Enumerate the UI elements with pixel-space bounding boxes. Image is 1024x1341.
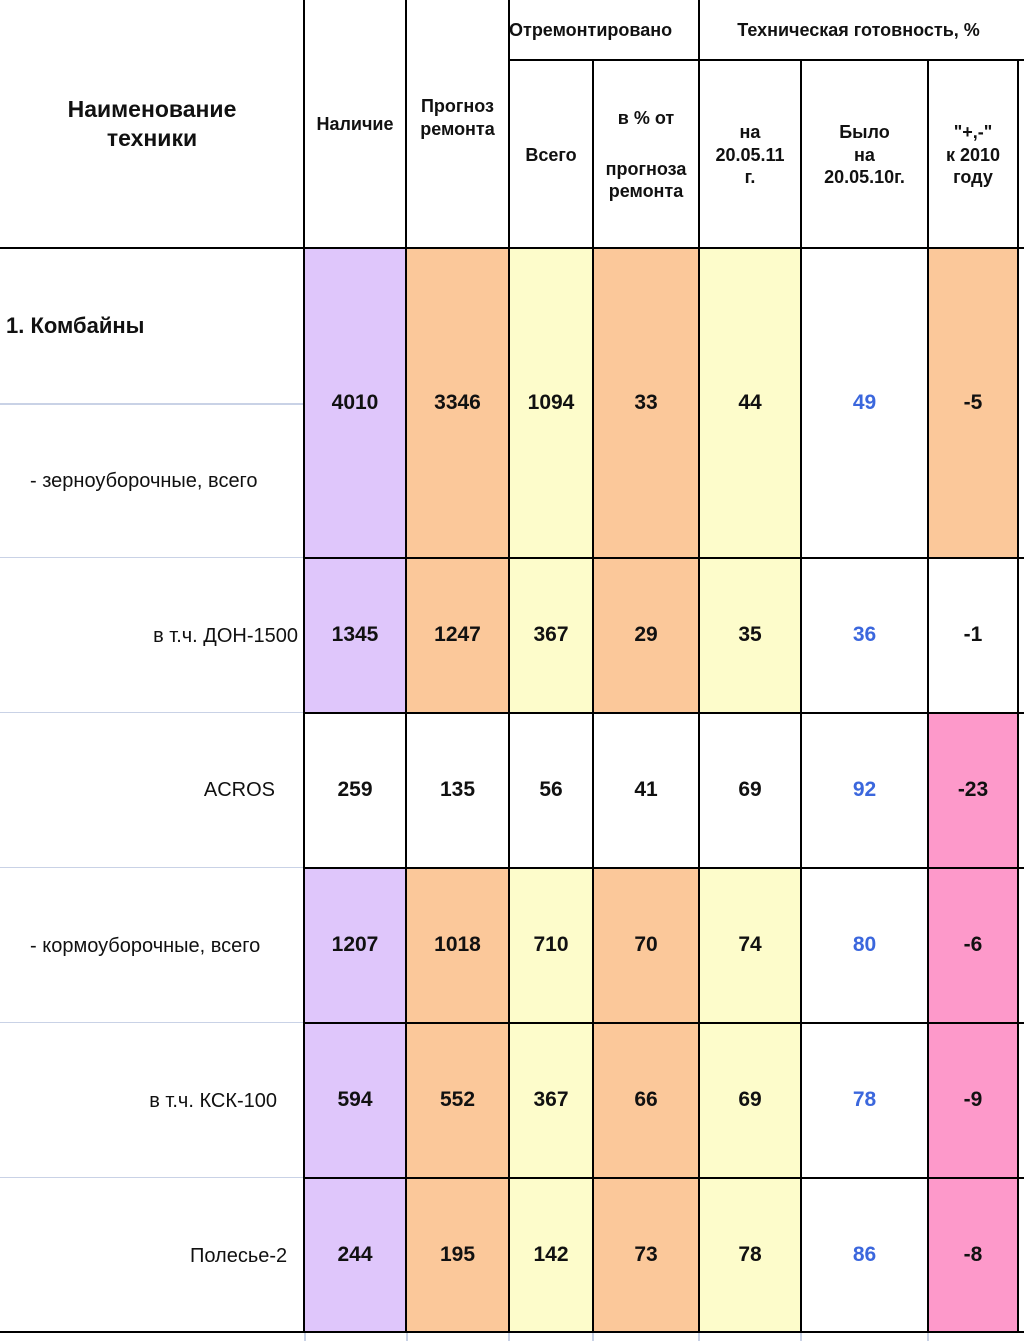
- cell-readiness-diff[interactable]: -8: [929, 1179, 1017, 1332]
- cell-availability[interactable]: 1345: [305, 559, 405, 712]
- cell-readiness-now[interactable]: 69: [700, 1024, 800, 1177]
- header-repaired-pct: в % от прогноза ремонта: [605, 108, 687, 202]
- grid-line: [800, 60, 802, 1333]
- grid-line: [0, 557, 303, 558]
- cell-forecast[interactable]: 135: [439, 778, 476, 802]
- row-name[interactable]: в т.ч. ДОН-1500: [153, 624, 298, 647]
- cell-readiness-now[interactable]: 35: [700, 559, 800, 712]
- header-readiness-was: Было на 20.05.10г.: [824, 122, 905, 188]
- grid-line: [0, 1331, 1024, 1333]
- cell-readiness-was[interactable]: 92: [852, 778, 877, 802]
- row-name[interactable]: - кормоуборочные, всего: [30, 934, 261, 957]
- cell-repaired[interactable]: 367: [510, 1024, 592, 1177]
- grid-line: [304, 1333, 306, 1341]
- grid-line: [0, 867, 303, 868]
- header-repaired-group: Отремонтировано: [509, 19, 673, 40]
- cell-availability[interactable]: 259: [337, 778, 373, 802]
- cell-repaired[interactable]: 142: [510, 1179, 592, 1332]
- grid-line: [406, 1333, 408, 1341]
- grid-line: [0, 403, 304, 405]
- section-title: 1. Комбайны: [6, 313, 145, 339]
- grid-line: [592, 60, 594, 1333]
- grid-line: [508, 0, 510, 1333]
- cell-repaired[interactable]: 1094: [510, 249, 592, 557]
- cell-readiness-diff[interactable]: -9: [929, 1024, 1017, 1177]
- grid-line: [0, 247, 1024, 249]
- cell-repaired[interactable]: 367: [510, 559, 592, 712]
- grid-line: [508, 1333, 510, 1341]
- row-name[interactable]: ACROS: [203, 778, 275, 801]
- cell-forecast[interactable]: 1247: [407, 559, 508, 712]
- header-readiness-now: на 20.05.11 г.: [715, 122, 785, 188]
- cell-readiness-now[interactable]: 69: [738, 778, 762, 802]
- grid-line: [927, 1333, 929, 1341]
- cell-repaired[interactable]: 710: [510, 869, 592, 1022]
- cell-readiness-diff[interactable]: -1: [963, 623, 983, 647]
- grid-line: [303, 712, 1024, 714]
- cell-readiness-was[interactable]: 80: [852, 933, 877, 957]
- cell-repaired-pct[interactable]: 29: [594, 559, 698, 712]
- grid-line: [0, 1022, 303, 1023]
- header-name: Наименование техники: [67, 96, 237, 151]
- grid-line: [303, 1022, 1024, 1024]
- grid-line: [303, 557, 1024, 559]
- header-readiness-diff: "+,-" к 2010 году: [945, 122, 1001, 188]
- grid-line: [303, 867, 1024, 869]
- cell-readiness-was[interactable]: 36: [852, 623, 877, 647]
- grid-line: [405, 0, 407, 1333]
- grid-line: [303, 1177, 1024, 1179]
- cell-forecast[interactable]: 3346: [407, 249, 508, 557]
- cell-repaired-pct[interactable]: 41: [634, 778, 658, 802]
- row-name[interactable]: - зерноуборочные, всего: [30, 469, 258, 492]
- cell-readiness-now[interactable]: 44: [700, 249, 800, 557]
- grid-line: [927, 60, 929, 1333]
- cell-readiness-now[interactable]: 74: [700, 869, 800, 1022]
- cell-repaired-pct[interactable]: 70: [594, 869, 698, 1022]
- grid-line: [800, 1333, 802, 1341]
- cell-readiness-was[interactable]: 78: [852, 1088, 877, 1112]
- cell-availability[interactable]: 4010: [305, 249, 405, 557]
- cell-repaired-pct[interactable]: 66: [594, 1024, 698, 1177]
- cell-readiness-diff[interactable]: -6: [929, 869, 1017, 1022]
- cell-availability[interactable]: 594: [305, 1024, 405, 1177]
- grid-line: [698, 0, 700, 1333]
- cell-readiness-was[interactable]: 86: [852, 1243, 877, 1267]
- cell-forecast[interactable]: 552: [407, 1024, 508, 1177]
- cell-repaired[interactable]: 56: [539, 778, 563, 802]
- header-repair-forecast: Прогноз ремонта: [420, 96, 495, 139]
- cell-availability[interactable]: 244: [305, 1179, 405, 1332]
- header-repaired-total: Всего: [525, 144, 577, 165]
- header-readiness-group: Техническая готовность, %: [737, 19, 980, 40]
- grid-line: [508, 59, 1024, 61]
- row-name[interactable]: в т.ч. КСК-100: [149, 1089, 277, 1112]
- cell-readiness-now[interactable]: 78: [700, 1179, 800, 1332]
- cell-readiness-diff[interactable]: -23: [929, 714, 1017, 867]
- cell-forecast[interactable]: 195: [407, 1179, 508, 1332]
- cell-readiness-was[interactable]: 49: [852, 390, 877, 414]
- grid-line: [303, 0, 305, 1333]
- cell-forecast[interactable]: 1018: [407, 869, 508, 1022]
- cell-availability[interactable]: 1207: [305, 869, 405, 1022]
- header-availability: Наличие: [316, 113, 394, 134]
- row-name[interactable]: Полесье-2: [190, 1244, 288, 1267]
- grid-line: [0, 712, 303, 713]
- cell-repaired-pct[interactable]: 33: [594, 249, 698, 557]
- cell-repaired-pct[interactable]: 73: [594, 1179, 698, 1332]
- grid-line: [592, 1333, 594, 1341]
- grid-line: [698, 1333, 700, 1341]
- grid-line: [1017, 60, 1019, 1333]
- grid-line: [0, 1177, 303, 1178]
- cell-readiness-diff[interactable]: -5: [929, 249, 1017, 557]
